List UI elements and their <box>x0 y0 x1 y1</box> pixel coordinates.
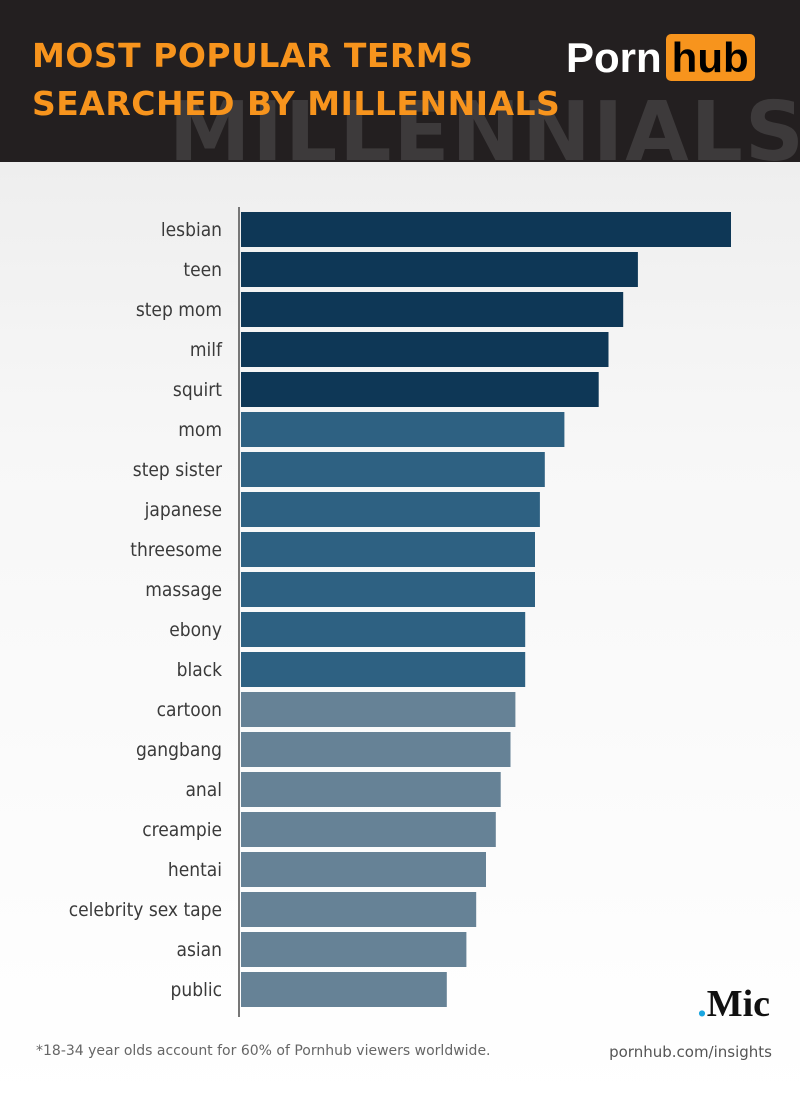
bar <box>241 452 545 487</box>
logo-text: Porn <box>566 34 662 81</box>
category-label: anal <box>185 779 222 801</box>
bar <box>241 372 599 407</box>
bar <box>241 692 516 727</box>
category-label: cartoon <box>157 699 222 721</box>
category-label: gangbang <box>136 739 222 761</box>
chart: lesbian teen step mom milf squirt mom step sis… <box>69 207 731 1017</box>
category-label: asian <box>177 939 222 961</box>
category-label: lesbian <box>161 219 222 241</box>
bar <box>241 332 609 367</box>
bar <box>241 532 535 567</box>
bar <box>241 652 526 687</box>
bar <box>241 812 496 847</box>
bar <box>241 892 477 927</box>
bar <box>241 492 540 527</box>
category-label: creampie <box>142 819 222 841</box>
category-label: ebony <box>169 619 222 641</box>
category-label: threesome <box>130 539 222 561</box>
bar <box>241 932 467 967</box>
category-label: step mom <box>136 299 222 321</box>
footnote: *18-34 year olds account for 60% of Porn… <box>36 1043 491 1059</box>
source: pornhub.com/insights <box>609 1043 772 1061</box>
category-label: hentai <box>168 859 222 881</box>
category-label: squirt <box>173 379 222 401</box>
brand: .Mic <box>697 982 770 1026</box>
bar <box>241 412 565 447</box>
brand-text: Mic <box>706 983 770 1025</box>
category-label: step sister <box>133 459 223 481</box>
category-label: japanese <box>144 499 222 521</box>
title: SEARCHED BY MILLENNIALS <box>32 84 561 123</box>
category-label: celebrity sex tape <box>69 899 222 921</box>
brand-dot: . <box>697 983 707 1025</box>
category-label: milf <box>190 339 223 361</box>
bar <box>241 252 638 287</box>
category-label: black <box>177 659 222 681</box>
bar <box>241 572 535 607</box>
category-label: public <box>171 979 222 1001</box>
bar <box>241 772 501 807</box>
logo: Porn hub <box>566 34 755 82</box>
watermark: MILLENNIALS <box>168 85 800 163</box>
bar <box>241 212 731 247</box>
bar <box>241 972 447 1007</box>
logo-text: hub <box>665 34 755 81</box>
category-label: teen <box>183 259 222 281</box>
category-label: massage <box>145 579 222 601</box>
bar <box>241 292 624 327</box>
bar <box>241 852 486 887</box>
bar <box>241 612 526 647</box>
category-label: mom <box>178 419 222 441</box>
bar <box>241 732 511 767</box>
title: MOST POPULAR TERMS <box>32 36 474 75</box>
header: MILLENNIALS MOST POPULAR TERMS SEARCHED … <box>0 0 800 162</box>
